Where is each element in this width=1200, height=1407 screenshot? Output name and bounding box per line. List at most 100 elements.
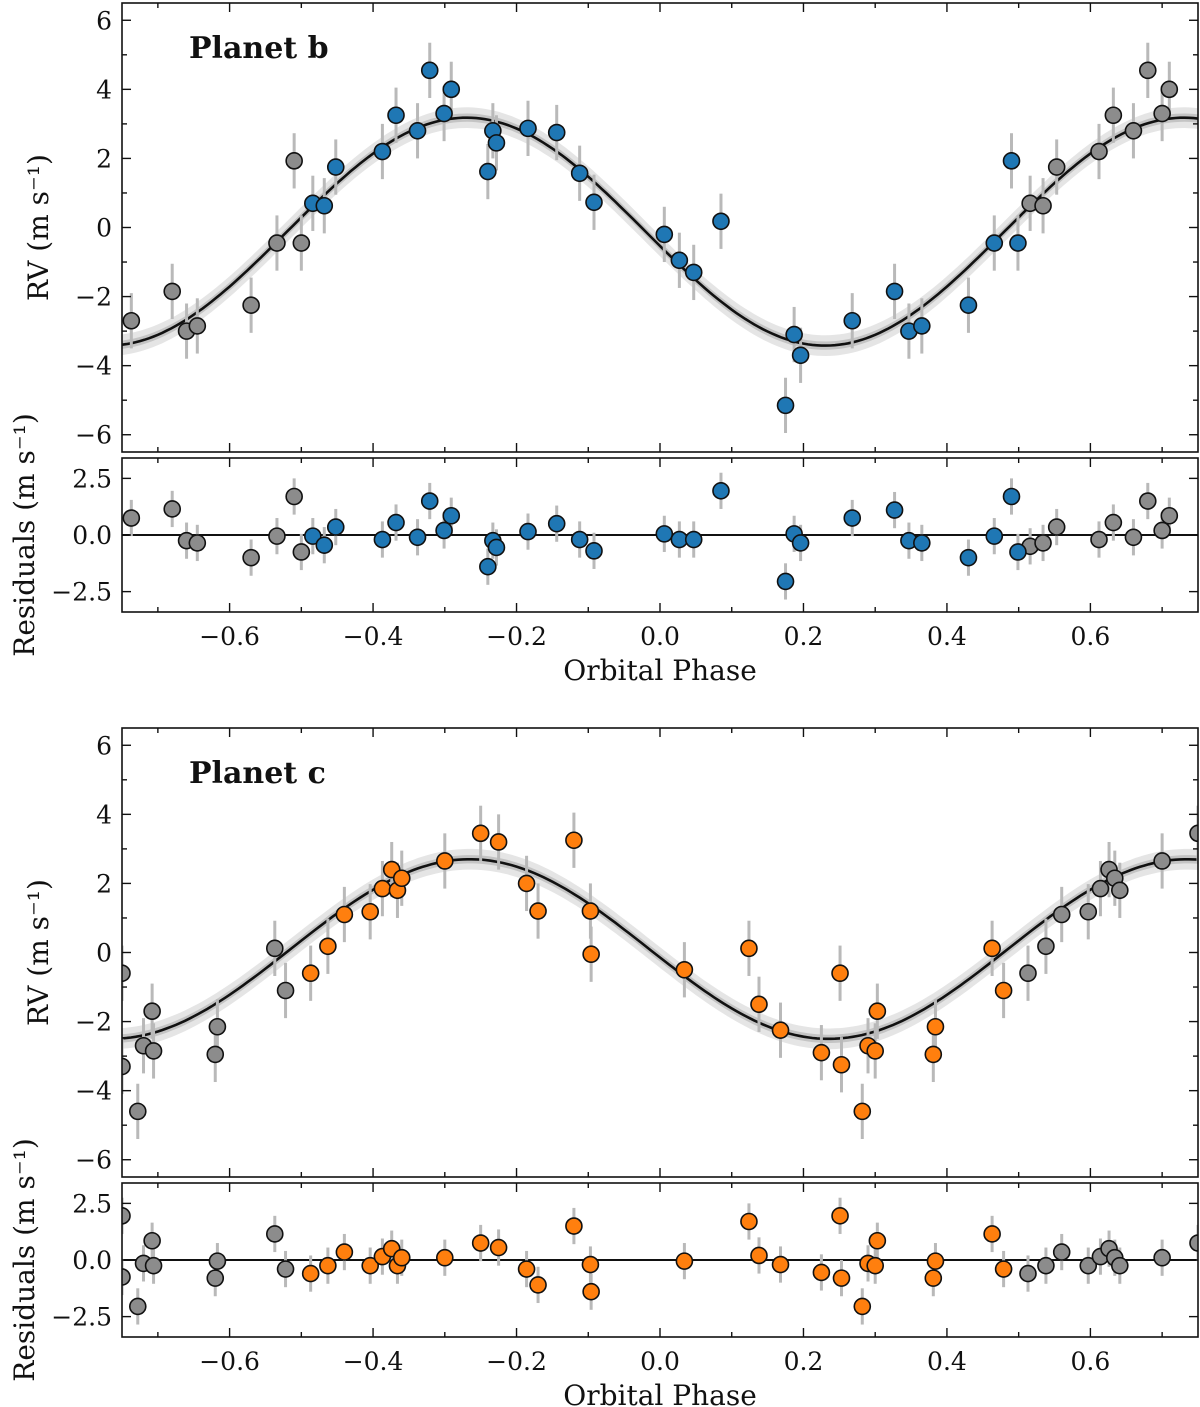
aliased-residuals-point	[1160, 506, 1179, 525]
y-tick-label: 6	[96, 731, 112, 760]
residual-plot-area	[122, 472, 1198, 600]
model-curve	[122, 858, 1198, 1041]
y-tick-label: −2.5	[51, 578, 112, 607]
planet-b-data-point	[435, 104, 453, 123]
planet-c-residuals-point	[582, 1282, 600, 1301]
aliased-residuals-point	[285, 487, 303, 506]
aliased-residuals-point	[163, 500, 182, 518]
planet-c-data-point	[471, 824, 490, 843]
aliased-residuals-point	[1090, 530, 1108, 549]
planet-b-residuals-point	[547, 514, 566, 533]
planet-b-residuals-point	[776, 572, 795, 591]
aliased-data-point	[122, 1057, 131, 1076]
y-tick-label: 2.5	[72, 1189, 112, 1218]
aliased-residuals-point	[265, 1225, 284, 1243]
planet-c-data-point	[750, 995, 768, 1014]
model-band-outer	[122, 107, 1198, 356]
planet-c-data-point	[771, 1021, 790, 1040]
aliased-data-point	[1104, 106, 1123, 125]
planet-b-data-point	[985, 234, 1004, 252]
aliased-data-point	[1189, 824, 1198, 843]
planet-b-residuals-point	[570, 530, 589, 549]
planet-c-data-point	[361, 902, 379, 921]
planet-c-residuals-point	[581, 1255, 600, 1274]
aliased-residuals-point	[268, 527, 286, 545]
aliased-residuals-point	[122, 1207, 131, 1225]
planet-c-residuals-point	[565, 1217, 583, 1235]
x-tick-label: −0.6	[199, 622, 260, 651]
y-tick-label: 2	[96, 144, 112, 173]
planet-b-data-point	[684, 263, 703, 282]
aliased-residuals-point	[1111, 1256, 1129, 1275]
planet-c-data-point	[983, 939, 1001, 958]
planet-c-residuals-point	[335, 1243, 354, 1261]
x-tick-label: −0.2	[486, 622, 547, 651]
planet-c-residuals-point	[832, 1269, 851, 1287]
planet-b-data-point	[1009, 234, 1027, 252]
model-band-outer	[122, 848, 1198, 1050]
planet-b-residuals-point	[959, 548, 978, 567]
aliased-residuals-point	[122, 1268, 131, 1286]
y-tick-label: −4	[75, 352, 112, 381]
planet-b-data-point	[913, 317, 931, 335]
planet-b-residuals-point	[1002, 487, 1021, 506]
planet-c-data-point	[392, 869, 411, 888]
planet-c-data-point	[301, 964, 320, 983]
aliased-data-point	[1037, 937, 1055, 956]
planet-b-data-point	[420, 61, 439, 80]
planet-b-residuals-point	[585, 542, 603, 560]
planet-b-rv-panel: −6 −4 −2 0 2 4 6 RV (m s⁻¹) Planet b	[22, 2, 1199, 453]
planet-c-data-point	[581, 902, 600, 920]
planet-b-data-point	[959, 296, 978, 315]
planet-c-residuals-point	[771, 1255, 790, 1274]
planet-b-data-point	[315, 196, 334, 215]
planet-c-residuals-point	[675, 1252, 694, 1270]
planet-b-data-point	[479, 162, 497, 181]
planet-c-residuals-point	[926, 1252, 945, 1270]
planet-c-residuals-point	[831, 1207, 849, 1225]
y-tick-label: −2	[75, 283, 112, 312]
planet-b-residuals-point	[315, 536, 334, 554]
planet-c-data-point	[319, 937, 337, 956]
planet-b-residuals-point	[487, 538, 506, 557]
planet-b-residuals-point	[1009, 543, 1027, 561]
aliased-residuals-point	[276, 1260, 295, 1278]
planet-c-residuals-point	[750, 1246, 768, 1265]
planet-b-residuals-point	[304, 527, 322, 545]
planet-b-residuals-point	[442, 506, 461, 525]
planet-b-data-point	[487, 134, 506, 152]
aliased-data-point	[242, 296, 260, 315]
planet-c-residuals-point	[529, 1276, 547, 1294]
planet-b-data-point	[655, 225, 674, 244]
aliased-data-point	[1047, 158, 1066, 176]
aliased-data-point	[128, 1102, 147, 1121]
aliased-residuals-point	[1034, 534, 1052, 552]
planet-b-data-point	[843, 311, 862, 330]
aliased-residuals-point	[128, 1297, 147, 1316]
aliased-data-point	[163, 282, 182, 301]
aliased-data-point	[268, 234, 286, 252]
planet-c-residuals-point	[361, 1256, 379, 1275]
y-tick-label: −2.5	[51, 1303, 112, 1332]
planet-c-residuals-point	[517, 1260, 536, 1278]
aliased-data-point	[1034, 196, 1052, 215]
aliased-residuals-point	[1138, 492, 1157, 510]
y-axis-label: Residuals (m s⁻¹)	[8, 1138, 41, 1382]
planet-c-residuals-point	[853, 1297, 872, 1316]
y-tick-label: −4	[75, 1077, 112, 1106]
planet-b-data-point	[885, 282, 904, 301]
y-tick-label: 0.0	[72, 521, 112, 550]
planet-b-residuals-point	[985, 527, 1004, 545]
planet-b-residuals-point	[519, 522, 537, 541]
planet-b-residuals-point	[408, 528, 427, 547]
planet-b-data-point	[519, 119, 537, 138]
aliased-residuals-point	[188, 534, 207, 552]
x-tick-label: 0.6	[1071, 622, 1111, 651]
planet-b-data-point	[570, 164, 589, 183]
planet-c-residuals-point	[740, 1212, 758, 1231]
planet-c-residuals-point	[319, 1256, 337, 1275]
aliased-residuals-point	[1189, 1234, 1198, 1252]
residual-plot-area	[122, 1197, 1198, 1325]
aliased-residuals-point	[292, 543, 311, 561]
y-tick-label: 0.0	[72, 1246, 112, 1275]
